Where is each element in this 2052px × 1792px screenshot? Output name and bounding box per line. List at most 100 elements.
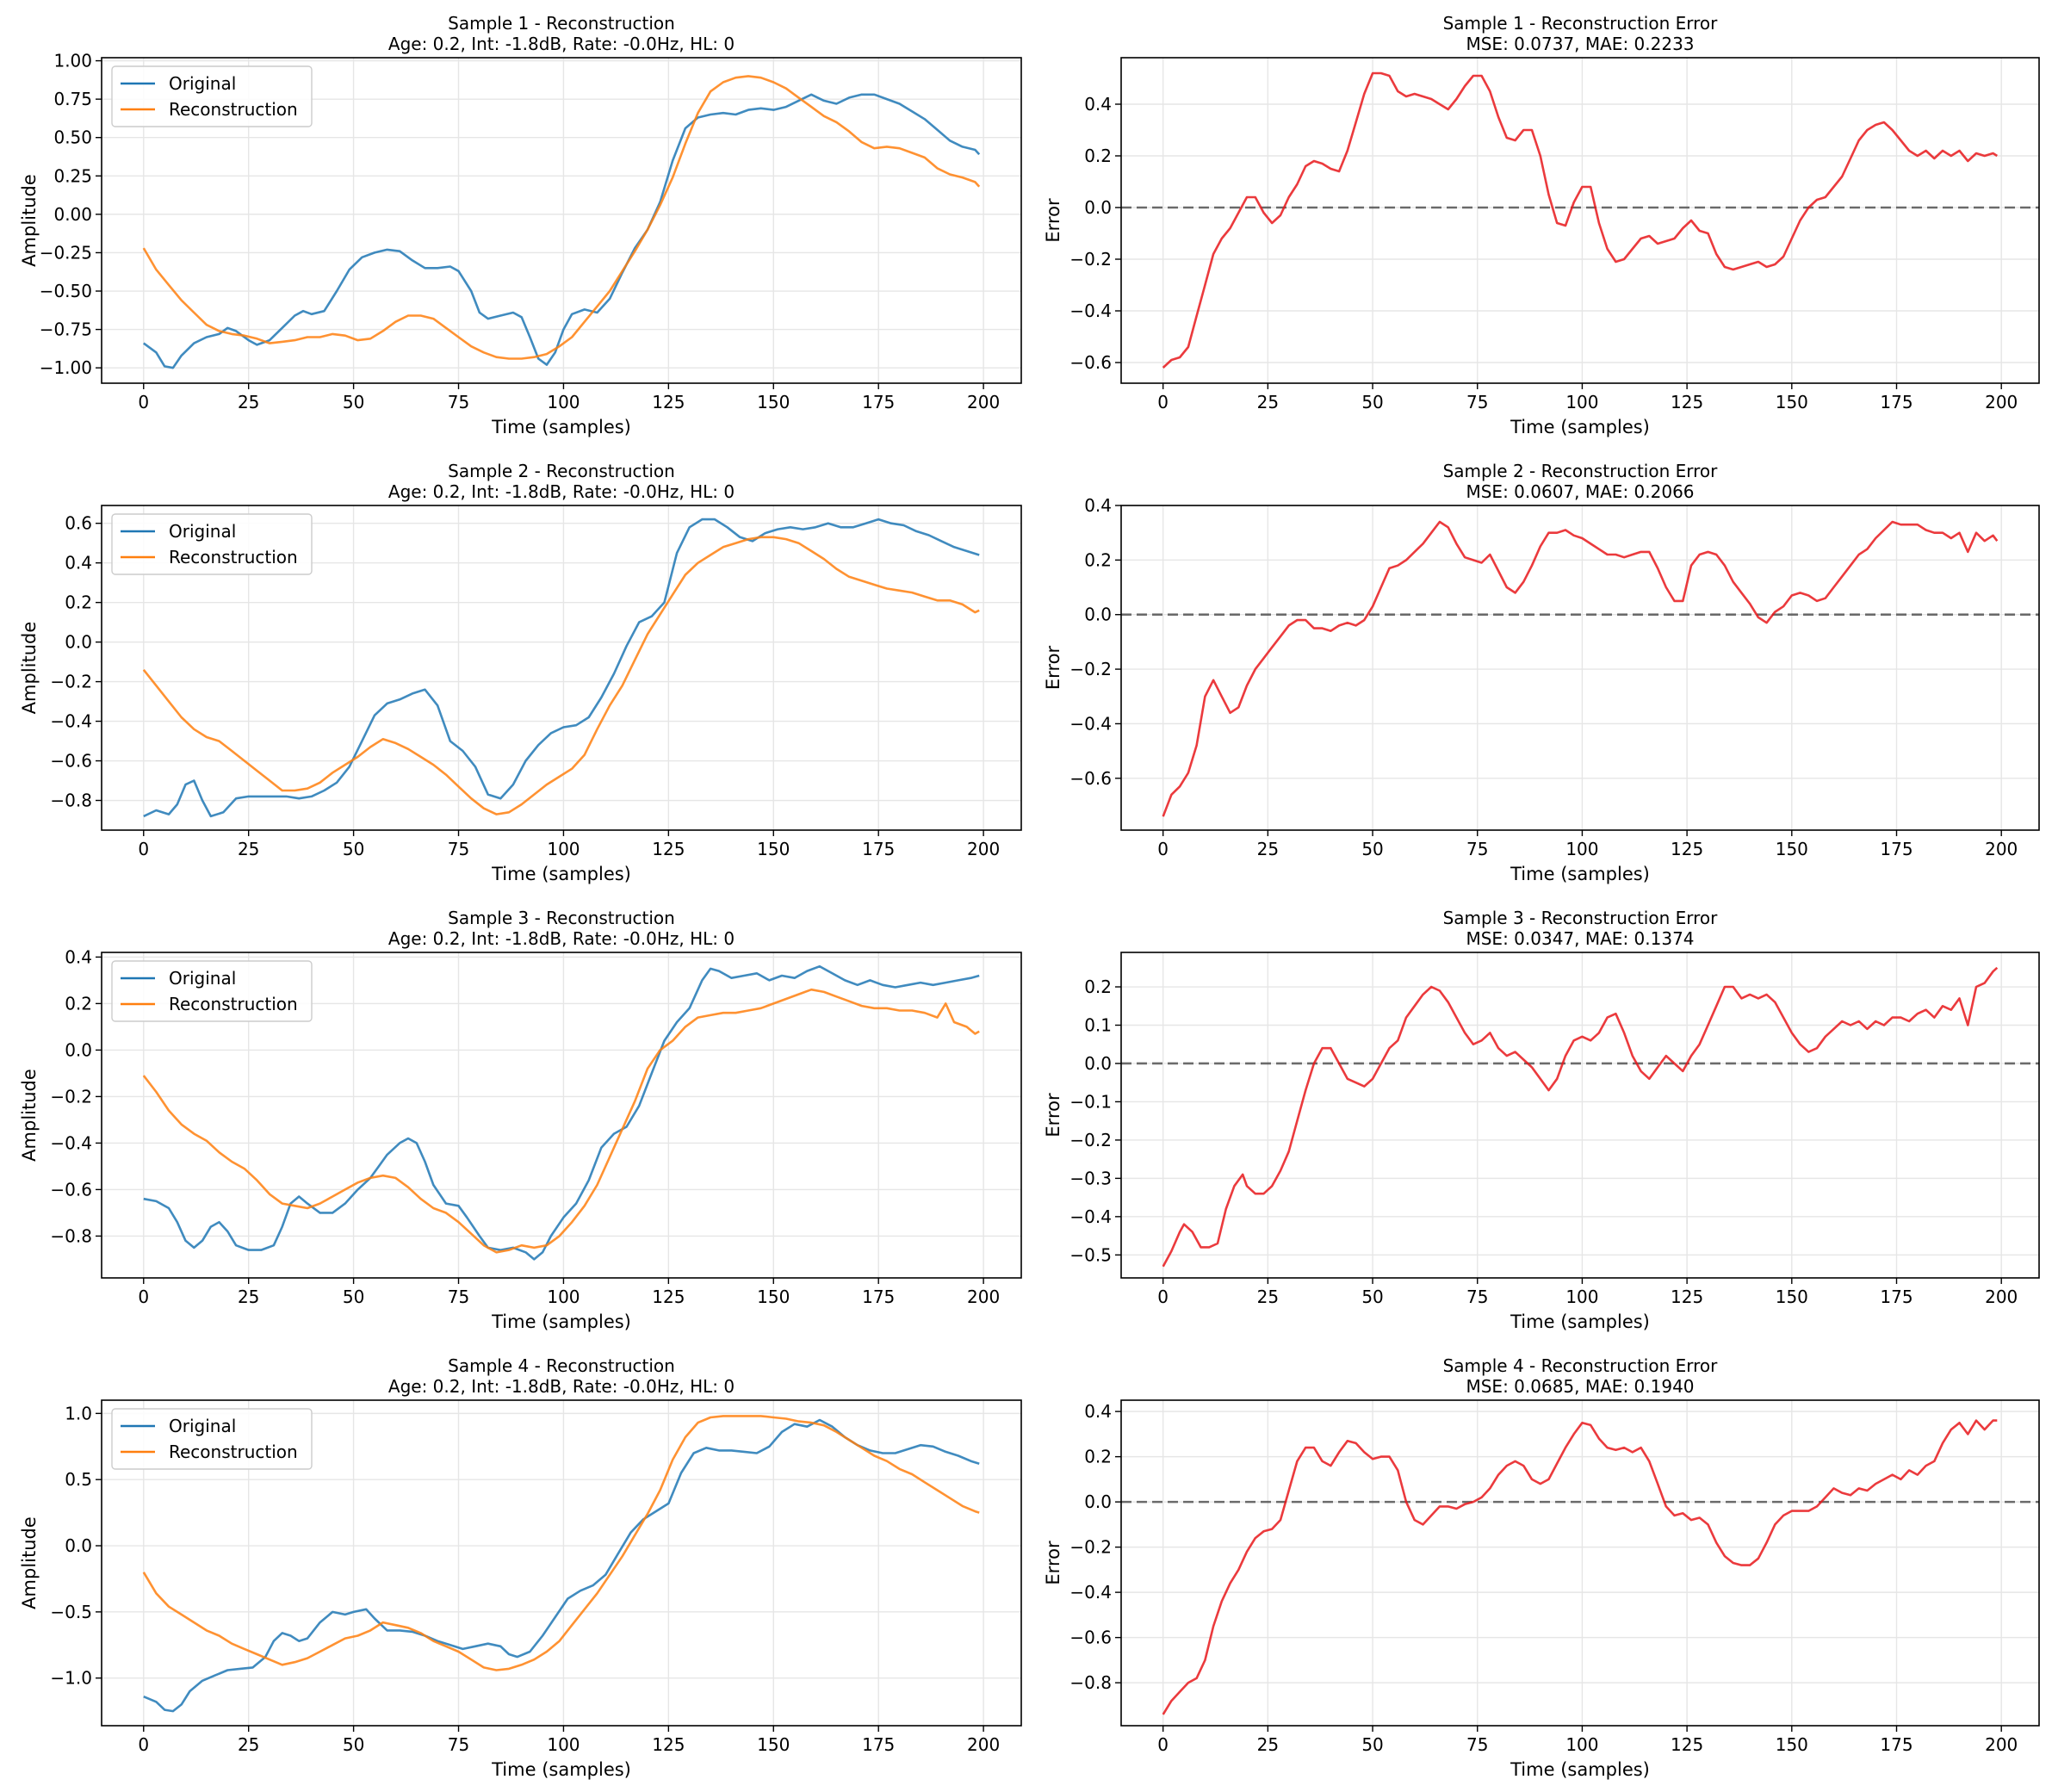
y-tick-label: −0.50 [40,281,92,301]
x-tick-label: 75 [448,392,469,412]
legend-label-original: Original [169,73,236,94]
x-tick-label: 100 [1565,1734,1598,1755]
y-tick-label: 0.0 [65,632,92,653]
x-tick-label: 175 [1880,1734,1913,1755]
y-tick-label: 0.00 [53,204,92,225]
x-tick-label: 150 [757,839,790,859]
x-tick-label: 75 [1466,1734,1488,1755]
y-tick-label: 1.0 [65,1403,92,1423]
x-tick-label: 200 [1985,1287,2018,1307]
x-axis-label: Time (samples) [1510,1311,1650,1332]
x-tick-label: 125 [652,839,685,859]
y-tick-label: −0.4 [1069,713,1112,734]
x-tick-label: 0 [138,1734,149,1755]
y-tick-label: −0.6 [1069,352,1112,373]
y-tick-label: 0.1 [1084,1014,1112,1035]
subplot-3: 0 25 50 75 100 125 150 175 200 −0.8 −0.6 −0.4 −0.2 0.… [19,461,1022,884]
chart-title: Sample 4 - Reconstruction [448,1355,675,1376]
x-tick-label: 175 [862,1287,895,1307]
x-tick-label: 50 [343,839,364,859]
y-axis-label: Amplitude [19,622,40,715]
x-tick-label: 125 [652,1734,685,1755]
y-axis-label: Error [1043,646,1063,691]
y-tick-label: −0.75 [40,319,92,340]
x-tick-label: 125 [652,1287,685,1307]
x-axis-label: Time (samples) [1510,417,1650,437]
y-axis-label: Amplitude [19,1516,40,1609]
x-axis-label: Time (samples) [491,864,631,884]
axes-frame [101,57,1022,384]
y-tick-label: 0.50 [53,127,92,148]
legend-label-reconstruction: Reconstruction [169,99,298,120]
y-tick-label: −0.8 [50,791,92,811]
chart-subtitle: MSE: 0.0685, MAE: 0.1940 [1466,1376,1694,1397]
series-line-error [1162,1419,1998,1715]
subplot-1: 0 25 50 75 100 125 150 175 200 −1.00 −0.75 −0.50 −0.… [19,13,1022,437]
x-tick-label: 150 [757,1287,790,1307]
x-tick-label: 50 [1361,1734,1383,1755]
axes-frame [101,1399,1022,1727]
series-line-error [1162,966,1999,1268]
y-axis-label: Amplitude [19,174,40,267]
legend-label-original: Original [169,1416,236,1436]
x-tick-label: 25 [1257,1734,1279,1755]
x-tick-label: 200 [967,839,1000,859]
y-tick-label: 1.00 [53,51,92,71]
series-line-original [143,1418,980,1713]
y-tick-label: 0.0 [65,1535,92,1556]
y-tick-label: 0.0 [1084,197,1112,218]
subplot-7: 0 25 50 75 100 125 150 175 200 −1.0 −0.5 0.0 0.5 1.0 S… [19,1355,1022,1780]
y-tick-label: −0.2 [1069,1537,1112,1558]
y-tick-label: −0.6 [50,751,92,772]
x-tick-label: 50 [1361,392,1383,412]
x-tick-label: 150 [1776,1287,1808,1307]
chart-title: Sample 1 - Reconstruction [448,13,675,34]
x-tick-label: 50 [343,392,364,412]
x-tick-label: 175 [1880,392,1913,412]
series-line-reconstruction [142,536,980,815]
legend: Original Reconstruction [111,65,313,127]
x-tick-label: 150 [1776,392,1808,412]
x-tick-label: 50 [343,1734,364,1755]
y-tick-label: −0.25 [40,242,92,263]
y-tick-label: 0.2 [1084,549,1112,570]
x-tick-label: 100 [547,1734,580,1755]
chart-subtitle: Age: 0.2, Int: -1.8dB, Rate: -0.0Hz, HL:… [388,1376,735,1397]
x-tick-label: 125 [1671,392,1703,412]
x-tick-label: 0 [1157,1734,1169,1755]
x-tick-label: 0 [138,839,149,859]
y-tick-label: −0.8 [50,1225,92,1246]
x-tick-label: 100 [1565,392,1598,412]
y-tick-label: 0.0 [1084,1053,1112,1074]
chart-subtitle: Age: 0.2, Int: -1.8dB, Rate: -0.0Hz, HL:… [388,928,735,949]
y-tick-label: −0.2 [1069,249,1112,270]
legend-box [111,960,313,1022]
subplot-4: 0 25 50 75 100 125 150 175 200 −0.6 −0.4 −0.2 0.0 0.2… [1043,461,2040,884]
x-tick-label: 75 [1466,1287,1488,1307]
legend-label-reconstruction: Reconstruction [169,547,298,567]
axes-frame [1120,1399,2040,1727]
x-tick-label: 125 [1671,839,1703,859]
y-tick-label: −0.3 [1069,1168,1112,1188]
subplot-6: 0 25 50 75 100 125 150 175 200 −0.5 −0.4 −0.3 −0.2 −0… [1043,908,2040,1332]
x-tick-label: 200 [1985,1734,2018,1755]
x-tick-label: 25 [1257,839,1279,859]
axes-frame [1120,57,2040,384]
chart-subtitle: MSE: 0.0737, MAE: 0.2233 [1466,34,1694,54]
x-tick-label: 175 [862,839,895,859]
chart-subtitle: Age: 0.2, Int: -1.8dB, Rate: -0.0Hz, HL:… [388,481,735,502]
x-tick-label: 125 [1671,1734,1703,1755]
y-tick-label: 0.2 [1084,977,1112,997]
y-tick-label: 0.0 [1084,605,1112,625]
x-axis-label: Time (samples) [491,417,631,437]
series-line-error [1162,71,1998,369]
x-tick-label: 200 [1985,392,2018,412]
subplot-5: 0 25 50 75 100 125 150 175 200 −0.8 −0.6 −0.4 −0.2 0.… [19,908,1022,1332]
x-tick-label: 150 [757,392,790,412]
x-tick-label: 0 [1157,392,1169,412]
subplot-2: 0 25 50 75 100 125 150 175 200 −0.6 −0.4 −0.2 0.0 0.2… [1043,13,2040,437]
x-tick-label: 75 [448,1734,469,1755]
legend: Original Reconstruction [111,513,313,575]
legend: Original Reconstruction [111,960,313,1022]
x-axis-label: Time (samples) [1510,864,1650,884]
